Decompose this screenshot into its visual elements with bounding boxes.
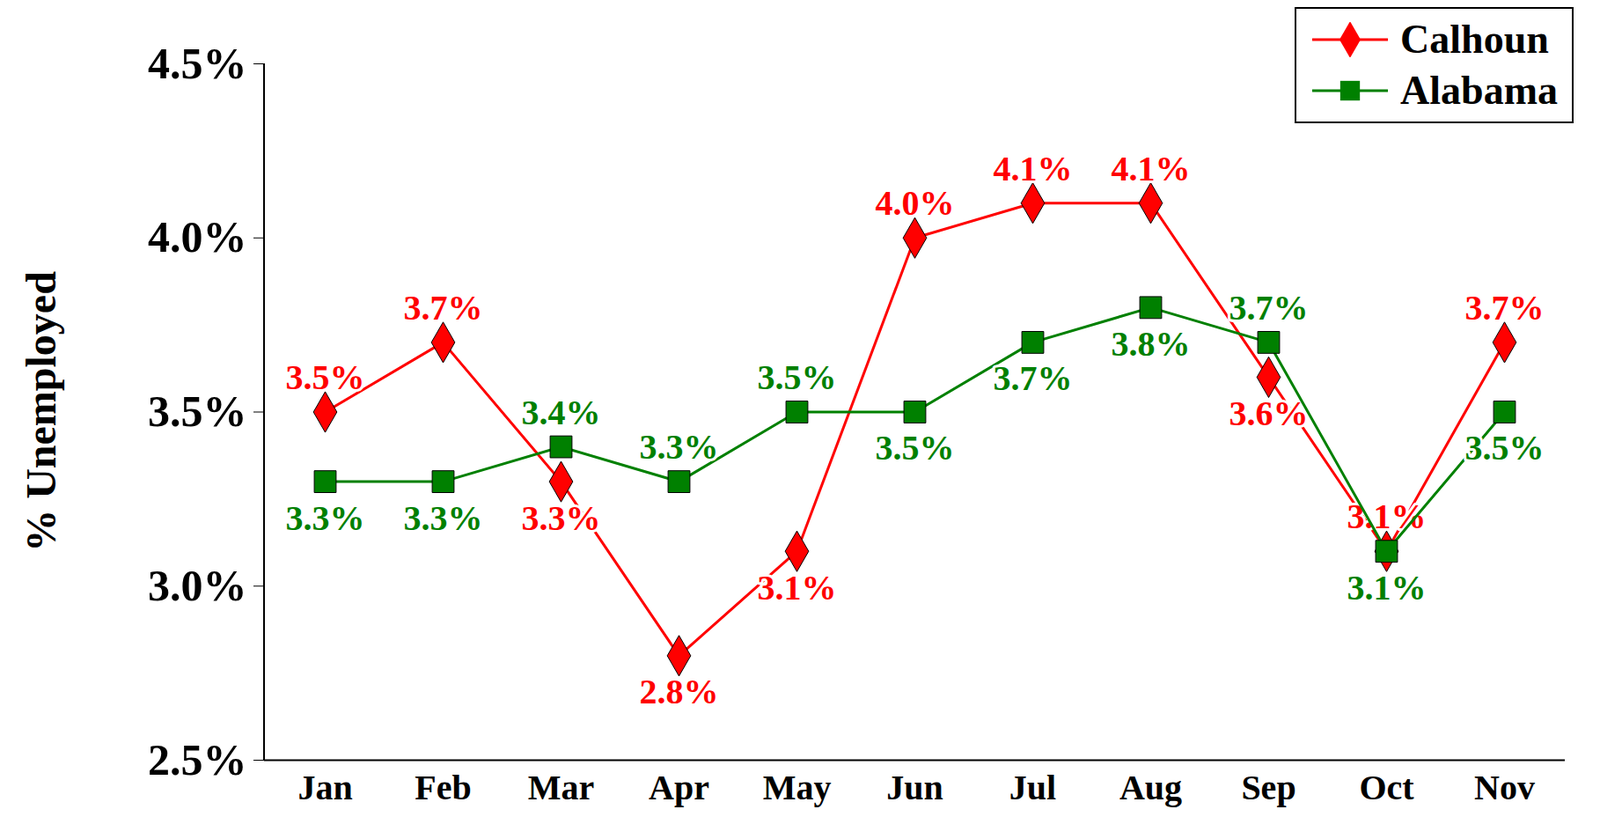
svg-text:Jul: Jul (1009, 767, 1057, 808)
svg-text:3.3%: 3.3% (521, 498, 602, 538)
svg-text:3.5%: 3.5% (875, 427, 955, 468)
svg-text:3.1%: 3.1% (1347, 567, 1427, 608)
svg-text:4.1%: 4.1% (1111, 148, 1191, 189)
svg-text:Feb: Feb (414, 767, 471, 808)
svg-text:Nov: Nov (1474, 767, 1535, 808)
svg-text:3.3%: 3.3% (639, 426, 720, 467)
svg-text:3.5%: 3.5% (1465, 427, 1545, 468)
svg-text:3.1%: 3.1% (757, 567, 837, 608)
svg-text:3.7%: 3.7% (1465, 287, 1545, 328)
svg-text:3.3%: 3.3% (286, 498, 366, 538)
svg-text:Oct: Oct (1358, 767, 1415, 808)
svg-text:Mar: Mar (528, 767, 595, 808)
svg-text:Aug: Aug (1119, 767, 1182, 808)
svg-text:3.6%: 3.6% (1229, 393, 1309, 434)
svg-text:3.1%: 3.1% (1346, 496, 1427, 537)
svg-text:3.3%: 3.3% (403, 498, 484, 538)
svg-text:3.7%: 3.7% (1229, 287, 1309, 328)
svg-text:3.7%: 3.7% (993, 358, 1073, 398)
svg-text:4.0%: 4.0% (147, 212, 248, 262)
svg-text:May: May (763, 767, 832, 808)
svg-text:Apr: Apr (648, 767, 710, 808)
svg-text:3.8%: 3.8% (1111, 323, 1191, 364)
svg-text:2.5%: 2.5% (147, 734, 248, 785)
svg-text:3.5%: 3.5% (286, 357, 366, 397)
svg-text:3.4%: 3.4% (521, 392, 602, 433)
svg-text:3.5%: 3.5% (147, 386, 248, 436)
svg-text:4.0%: 4.0% (875, 183, 955, 223)
svg-text:3.0%: 3.0% (147, 560, 248, 610)
svg-text:3.5%: 3.5% (757, 357, 837, 397)
svg-text:2.8%: 2.8% (639, 671, 720, 712)
svg-text:3.7%: 3.7% (403, 287, 484, 328)
svg-text:Jan: Jan (297, 767, 353, 808)
svg-text:4.1%: 4.1% (993, 148, 1073, 189)
svg-text:Jun: Jun (886, 767, 944, 808)
svg-text:Sep: Sep (1240, 767, 1296, 808)
html-text:Calhoun: Calhoun (1400, 16, 1549, 62)
svg-text:4.5%: 4.5% (147, 38, 248, 89)
svg-text:% Unemployed: % Unemployed (17, 271, 65, 552)
html-text:Alabama: Alabama (1400, 67, 1558, 113)
